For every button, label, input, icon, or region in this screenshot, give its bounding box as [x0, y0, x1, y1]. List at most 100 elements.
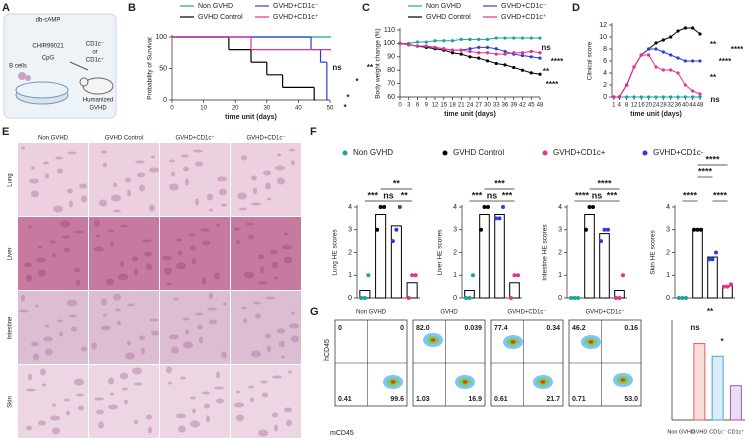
tissue-texture [38, 269, 46, 277]
tissue-texture [118, 273, 128, 281]
data-point [509, 296, 513, 300]
data-point [366, 273, 371, 278]
tissue-texture [258, 281, 268, 285]
bar [707, 256, 718, 299]
significance-label: **** [683, 190, 698, 200]
tissue-texture [250, 397, 254, 403]
point [676, 95, 680, 99]
tissue-texture [57, 319, 63, 323]
x-tick-label: 48 [537, 103, 544, 109]
point [661, 95, 665, 99]
y-tick-label: 100 [383, 40, 395, 47]
y-tick-label: 80 [387, 67, 395, 74]
tissue-texture [178, 425, 186, 433]
tissue-texture [69, 314, 77, 318]
tissue-texture [43, 161, 49, 165]
point [503, 36, 507, 40]
tissue-texture [99, 199, 107, 207]
tissue-texture [219, 188, 227, 196]
histology-image [89, 143, 159, 216]
tissue-texture [66, 410, 70, 416]
tissue-texture [33, 353, 39, 361]
significance-label: **** [546, 80, 559, 89]
data-point [722, 284, 726, 289]
histology-column: Non GVHD [38, 136, 69, 142]
schematic-label: or [92, 50, 97, 56]
tissue-texture [52, 427, 60, 435]
data-point [692, 227, 696, 232]
data-point [614, 296, 618, 300]
tissue-texture [98, 421, 104, 429]
point [512, 51, 516, 55]
data-point [572, 296, 577, 300]
tissue-texture [42, 383, 46, 387]
point [485, 51, 490, 55]
legend-marker [442, 150, 448, 156]
point [450, 39, 455, 43]
tissue-texture [134, 268, 138, 276]
x-tick-label: 0 [170, 106, 174, 112]
tissue-texture [94, 246, 104, 252]
tissue-texture [35, 304, 39, 308]
tissue-texture [101, 150, 107, 154]
tissue-texture [125, 352, 135, 360]
x-tick-label: 12 [432, 103, 439, 109]
y-tick-label: 4 [666, 204, 670, 211]
schematic-label: CD1c⁺ [86, 57, 104, 64]
x-tick-label: 30 [263, 106, 270, 112]
tissue-texture [244, 271, 254, 279]
tissue-texture [192, 408, 196, 414]
tissue-texture [168, 381, 172, 385]
point [512, 65, 516, 70]
point [698, 59, 702, 63]
tissue-texture [134, 382, 142, 386]
flow-x-label: mCD45 [330, 430, 354, 437]
significance-label: *** [472, 190, 483, 200]
x-tick-label: 27 [475, 103, 482, 109]
tissue-texture [124, 399, 128, 405]
data-point [725, 284, 730, 289]
tissue-texture [291, 335, 299, 343]
tissue-texture [195, 198, 199, 206]
y-tick-label: 4 [603, 70, 607, 77]
x-axis-label: time unit (days) [444, 111, 496, 118]
point [459, 52, 463, 56]
tissue-texture [67, 299, 77, 307]
schematic-label: CpG [42, 56, 55, 62]
x-tick-label: 40 [295, 106, 302, 112]
tissue-texture [255, 313, 261, 319]
legend-label: Non GVHD [426, 3, 461, 10]
tissue-texture [106, 278, 114, 286]
tissue-texture [74, 378, 84, 386]
quadrant-value: 46.2 [572, 325, 586, 332]
data-point [467, 296, 472, 300]
flow-density [510, 340, 516, 344]
data-point [479, 227, 483, 232]
tissue-texture [81, 195, 87, 203]
point [442, 47, 446, 51]
x-tick-label: 3 [407, 103, 411, 109]
histology-row: Lung [8, 173, 14, 186]
x-tick-label: 39 [510, 103, 517, 109]
histology-column: GVHD+CD1c⁻ [246, 136, 285, 142]
tissue-texture [94, 397, 104, 401]
x-tick-label: 0 [398, 103, 402, 109]
x-axis-label: time unit (days) [225, 114, 277, 121]
point [520, 53, 525, 58]
point [683, 26, 687, 30]
tissue-texture [67, 151, 77, 155]
point [538, 51, 542, 55]
tissue-texture [193, 149, 203, 153]
tissue-texture [59, 331, 63, 337]
tissue-texture [243, 318, 247, 324]
data-point [501, 205, 505, 209]
histology-image [18, 291, 88, 364]
tissue-texture [53, 205, 63, 213]
tissue-texture [31, 341, 39, 347]
tissue-texture [110, 241, 114, 247]
tissue-texture [94, 219, 100, 227]
point [654, 65, 658, 69]
data-point [684, 296, 688, 300]
legend-label: GVHD+CD1c- [653, 148, 704, 157]
data-point [516, 273, 520, 278]
